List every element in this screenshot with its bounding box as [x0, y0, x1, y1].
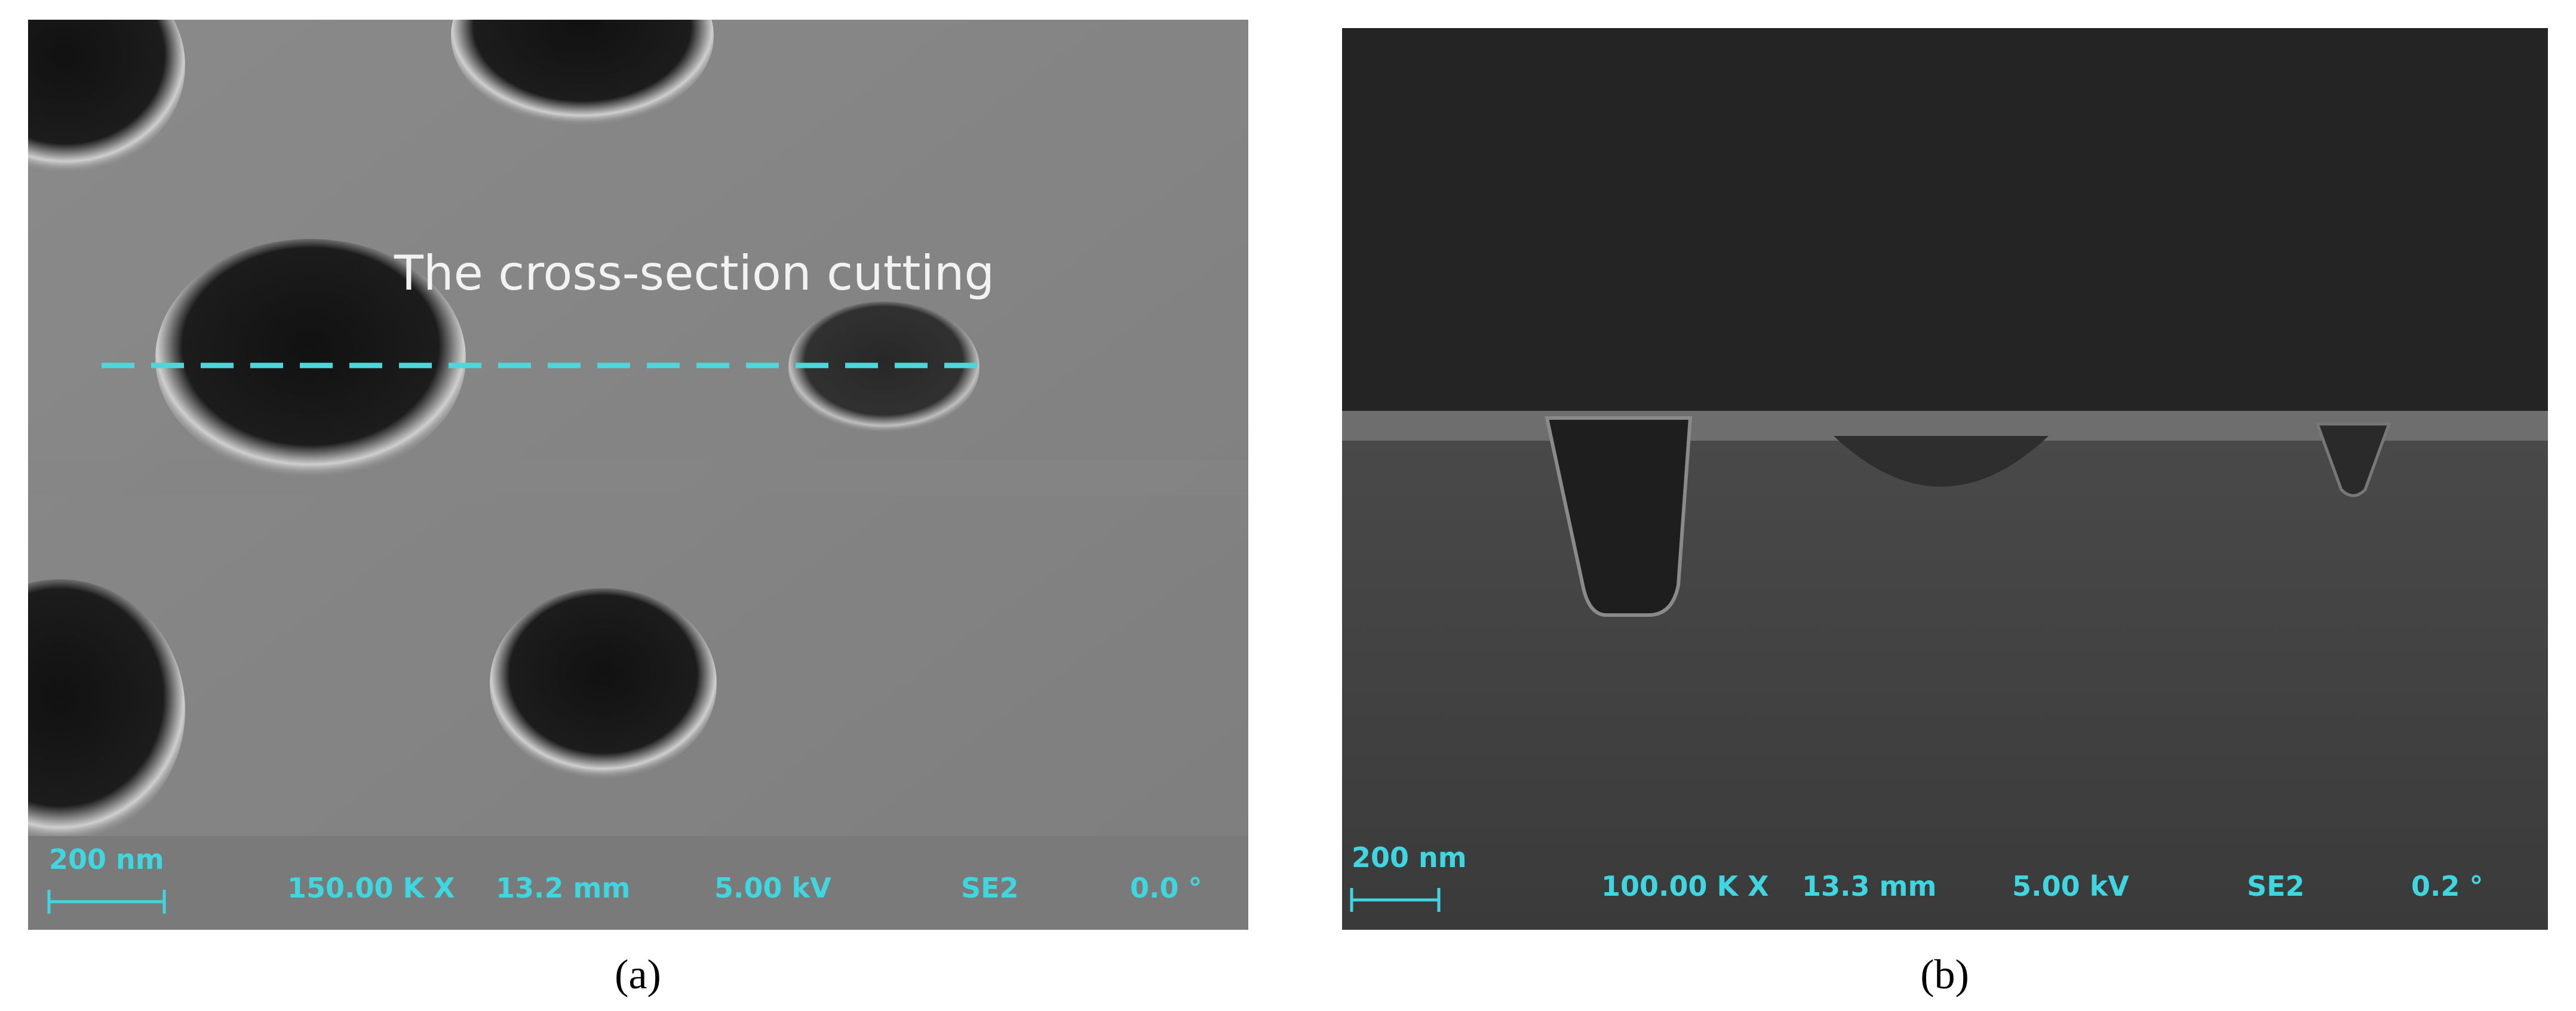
info-field: 5.00 kV: [714, 872, 831, 904]
info-field: 0.0 °: [1130, 872, 1202, 904]
info-field: 5.00 kV: [2012, 870, 2129, 902]
info-field: 150.00 K X: [287, 872, 455, 904]
info-field: SE2: [961, 872, 1019, 904]
caption: (a): [615, 952, 661, 998]
scale-bar-label: 200 nm: [1352, 841, 1467, 874]
scale-bars: [47, 888, 1441, 914]
info-field: 0.2 °: [2411, 870, 2483, 902]
info-field: 13.2 mm: [496, 872, 630, 904]
info-field: SE2: [2247, 870, 2305, 902]
info-field: 100.00 K X: [1601, 870, 1769, 902]
annotation: The cross-section cutting: [394, 245, 994, 301]
scale-bar-label: 200 nm: [49, 843, 164, 875]
caption: (b): [1920, 952, 1969, 998]
info-field: 13.3 mm: [1802, 870, 1936, 902]
sem-image-b: [1342, 28, 2548, 930]
sem-image-a: [28, 20, 1248, 930]
